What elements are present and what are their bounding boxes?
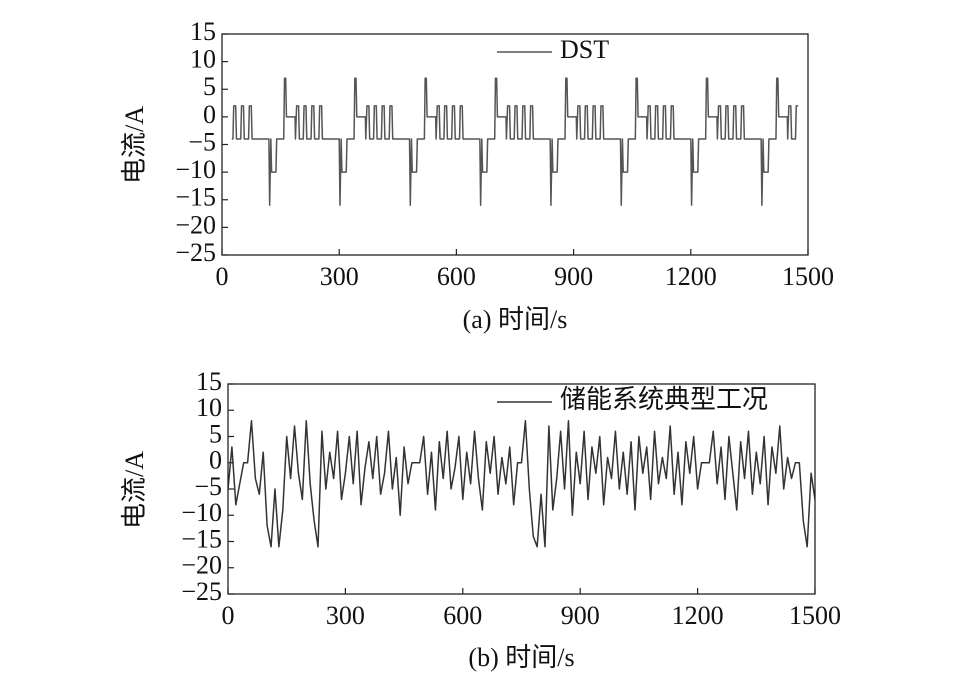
x-tick-label: 300 — [320, 262, 359, 291]
axes-frame — [227, 383, 816, 595]
y-axis-label: 电流/A — [120, 451, 149, 529]
axes-frame — [221, 33, 809, 256]
plot-area — [231, 77, 799, 207]
x-tick-label: 1500 — [789, 601, 841, 630]
y-tick-label: −20 — [181, 551, 222, 580]
y-tick-label: 15 — [190, 17, 216, 46]
y-tick-label: −25 — [181, 577, 222, 606]
x-tick-label: 0 — [216, 262, 229, 291]
x-tick-label: 1200 — [672, 601, 724, 630]
y-tick-label: −15 — [181, 524, 222, 553]
x-tick-label: 0 — [222, 601, 235, 630]
x-axis-label: (b) 时间/s — [468, 643, 574, 672]
y-tick-label: −15 — [175, 183, 216, 212]
y-axis-label: 电流/A — [120, 106, 149, 184]
y-tick-label: 5 — [203, 72, 216, 101]
data-line — [231, 77, 799, 207]
x-tick-label: 300 — [326, 601, 365, 630]
legend-label: 储能系统典型工况 — [560, 385, 768, 414]
data-line — [228, 420, 815, 548]
plot-area — [228, 420, 815, 548]
y-tick-label: −5 — [188, 127, 216, 156]
y-tick-label: 10 — [196, 393, 222, 422]
x-axis-label: (a) 时间/s — [463, 305, 568, 334]
x-tick-label: 900 — [554, 262, 593, 291]
legend-label: DST — [560, 35, 609, 64]
y-tick-label: −5 — [194, 472, 222, 501]
x-tick-label: 600 — [437, 262, 476, 291]
y-tick-label: 0 — [203, 100, 216, 129]
y-tick-label: 5 — [209, 419, 222, 448]
x-tick-label: 900 — [561, 601, 600, 630]
x-tick-label: 1500 — [782, 262, 834, 291]
y-tick-label: −10 — [181, 498, 222, 527]
x-tick-label: 1200 — [665, 262, 717, 291]
y-tick-label: 15 — [196, 367, 222, 396]
y-tick-label: −25 — [175, 238, 216, 267]
y-tick-label: −10 — [175, 155, 216, 184]
y-tick-label: 10 — [190, 45, 216, 74]
x-tick-label: 600 — [443, 601, 482, 630]
y-tick-label: −20 — [175, 210, 216, 239]
y-tick-label: 0 — [209, 446, 222, 475]
